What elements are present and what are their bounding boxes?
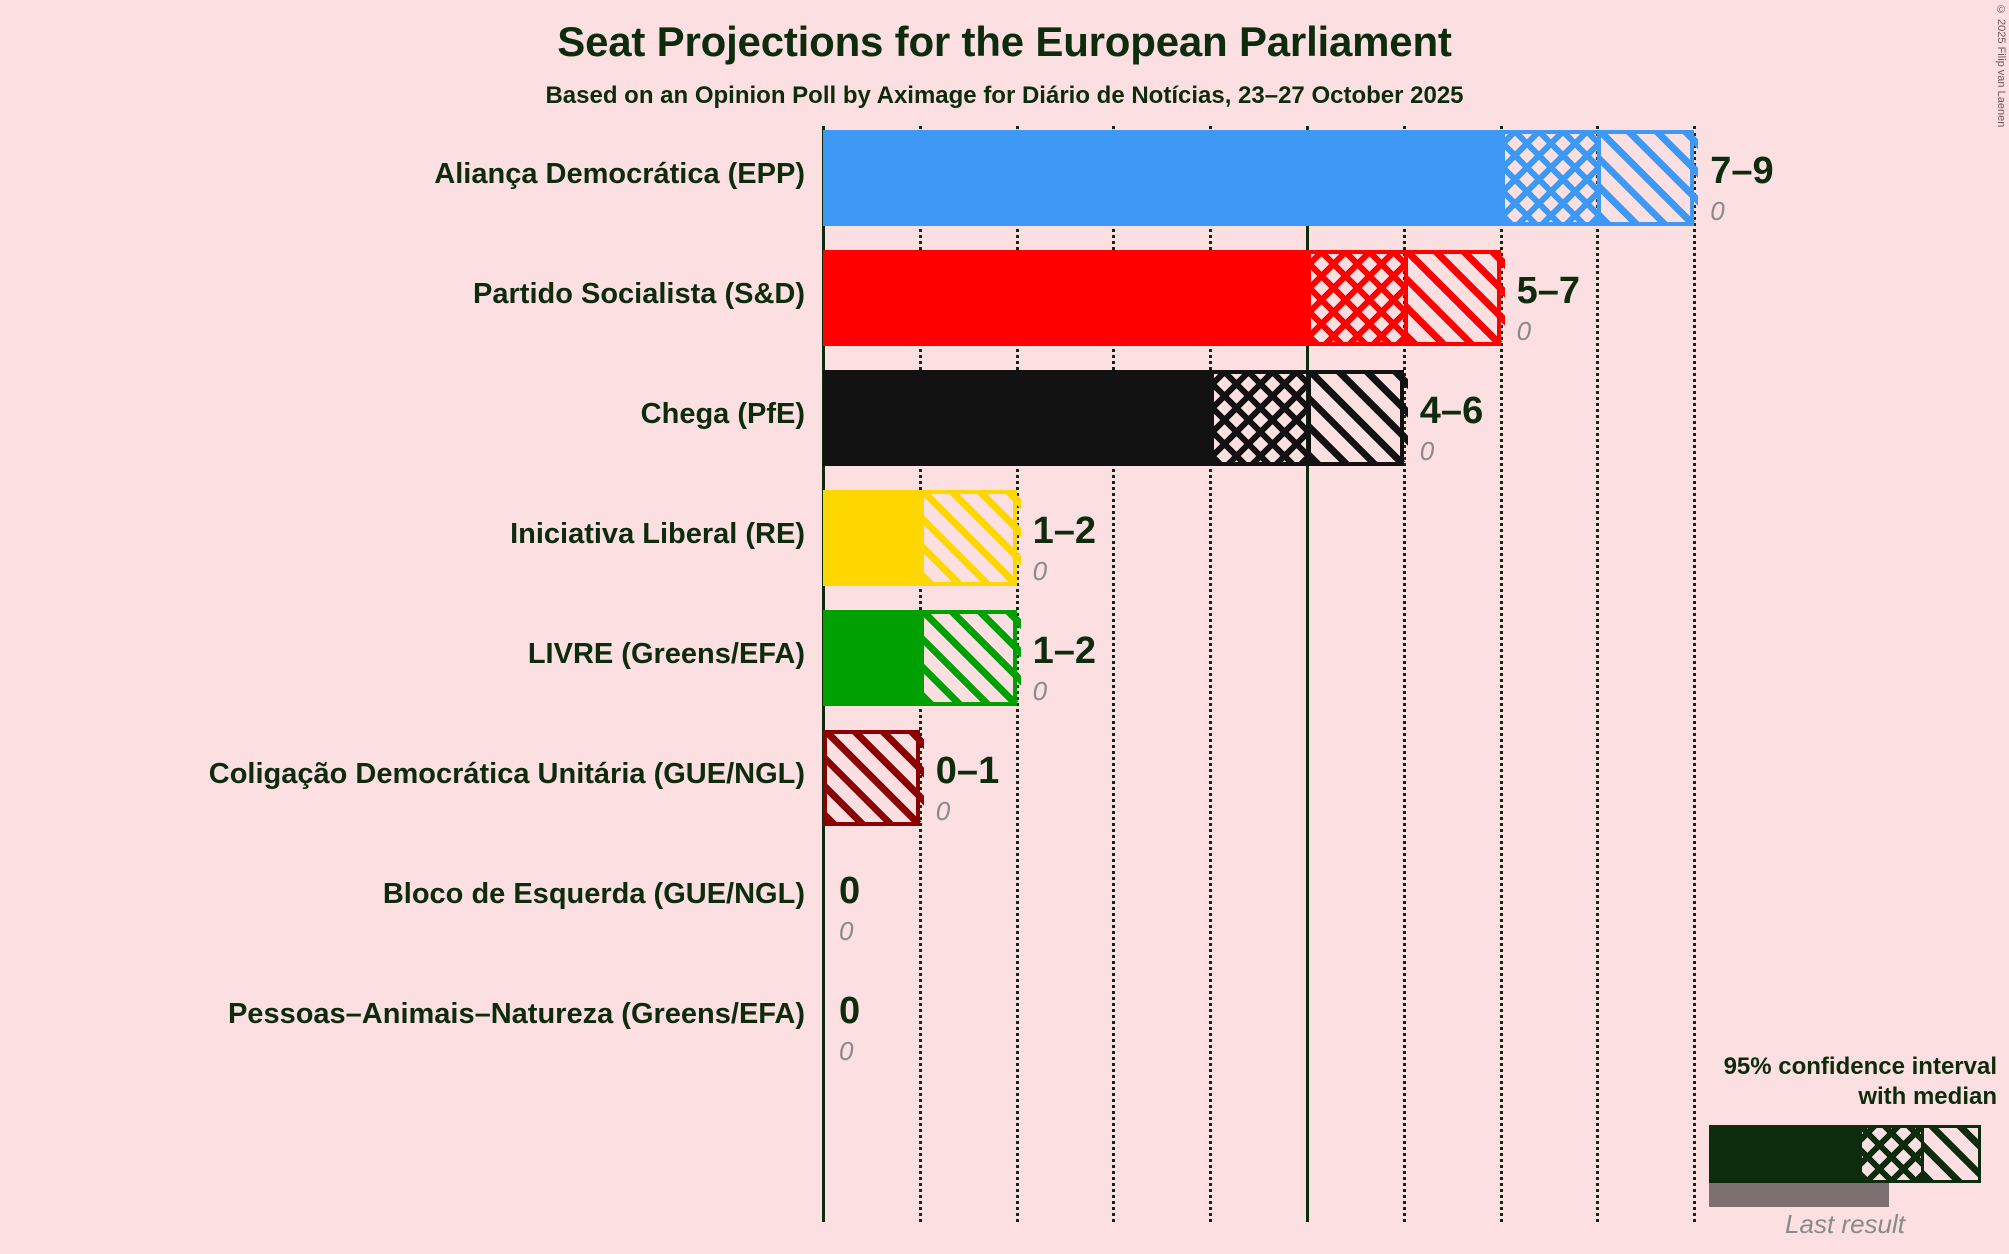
bar-segment-solid xyxy=(827,374,1215,462)
seat-range-label: 0–1 xyxy=(935,750,1000,792)
party-label: Aliança Democrática (EPP) xyxy=(434,158,805,190)
bar-segment-solid xyxy=(827,134,1505,222)
legend-confidence-bar xyxy=(1709,1125,1981,1183)
confidence-bar xyxy=(823,370,1408,466)
legend-last-result-bar xyxy=(1709,1183,1889,1207)
last-result-label: 0 xyxy=(839,1036,854,1066)
bar-segment-diagonal xyxy=(923,614,1021,702)
party-label: Bloco de Esquerda (GUE/NGL) xyxy=(382,878,805,910)
copyright-notice: © 2025 Filip van Laenen xyxy=(1995,4,2007,128)
bar-segment-diagonal xyxy=(923,494,1021,582)
seat-range-label: 1–2 xyxy=(1032,510,1096,552)
chart-subtitle: Based on an Opinion Poll by Aximage for … xyxy=(545,82,1464,109)
last-result-label: 0 xyxy=(1032,676,1048,706)
seat-range-label: 4–6 xyxy=(1419,390,1484,432)
last-result-label: 0 xyxy=(1419,436,1435,466)
bar-row: Chega (PfE) 4–6 0 xyxy=(0,370,2009,466)
bar-segment-crosshatch xyxy=(1311,254,1408,342)
confidence-bar xyxy=(823,250,1505,346)
seat-range-label: 0 xyxy=(839,990,861,1032)
bar-row: Iniciativa Liberal (RE) 1–2 0 xyxy=(0,490,2009,586)
bar-row: Partido Socialista (S&D) 5–7 0 xyxy=(0,250,2009,346)
last-result-label: 0 xyxy=(1516,316,1532,346)
gridline-7 xyxy=(1499,126,1503,1222)
gridline-8 xyxy=(1596,126,1600,1222)
seat-range-label: 0 xyxy=(839,870,861,912)
confidence-bar xyxy=(823,490,1021,586)
legend-line-2: with median xyxy=(1858,1083,1997,1111)
bar-row: Bloco de Esquerda (GUE/NGL) 0 0 xyxy=(0,850,2009,946)
legend-segment-diagonal xyxy=(1924,1128,1978,1180)
party-label: Partido Socialista (S&D) xyxy=(473,278,805,310)
plot-area: Aliança Democrática (EPP) 7–9 0 Partido Soc… xyxy=(0,126,2009,1222)
confidence-bar xyxy=(823,610,1021,706)
party-label: Coligação Democrática Unitária (GUE/NGL) xyxy=(208,758,805,790)
seat-range-label: 1–2 xyxy=(1032,630,1096,672)
confidence-bar xyxy=(823,730,924,826)
gridline-5 xyxy=(1306,126,1309,1222)
legend-segment-crosshatch xyxy=(1862,1128,1924,1180)
confidence-bar xyxy=(823,130,1699,226)
last-result-label: 0 xyxy=(839,916,854,946)
party-label: LIVRE (Greens/EFA) xyxy=(527,638,805,670)
legend: 95% confidence interval with median Last… xyxy=(1577,1052,1997,1240)
bar-segment-diagonal xyxy=(1407,254,1505,342)
last-result-label: 0 xyxy=(1032,556,1048,586)
bar-row: Pessoas–Animais–Natureza (Greens/EFA) 0 0 xyxy=(0,970,2009,1066)
bar-segment-diagonal xyxy=(827,734,924,822)
bar-segment-diagonal xyxy=(1601,134,1699,222)
bar-row: LIVRE (Greens/EFA) 1–2 0 xyxy=(0,610,2009,706)
last-result-label: 0 xyxy=(935,796,951,826)
bar-segment-crosshatch xyxy=(1504,134,1602,222)
gridline-6 xyxy=(1402,126,1406,1222)
seat-range-label: 7–9 xyxy=(1710,150,1774,192)
chart-title: Seat Projections for the European Parlia… xyxy=(557,18,1452,65)
bar-segment-solid xyxy=(827,614,924,702)
party-label: Pessoas–Animais–Natureza (Greens/EFA) xyxy=(227,998,805,1030)
bar-row: Coligação Democrática Unitária (GUE/NGL)… xyxy=(0,730,2009,826)
gridline-4 xyxy=(1209,126,1213,1222)
legend-line-1: 95% confidence interval xyxy=(1723,1052,1997,1080)
bar-row: Aliança Democrática (EPP) 7–9 0 xyxy=(0,130,2009,226)
bar-segment-crosshatch xyxy=(1214,374,1311,462)
last-result-label: 0 xyxy=(1710,196,1725,226)
party-label: Iniciativa Liberal (RE) xyxy=(510,518,805,550)
seat-range-label: 5–7 xyxy=(1516,270,1580,312)
gridline-3 xyxy=(1112,126,1116,1222)
bar-segment-solid xyxy=(827,254,1311,342)
gridline-9 xyxy=(1693,126,1697,1222)
bar-segment-solid xyxy=(827,494,924,582)
bar-segment-diagonal xyxy=(1311,374,1408,462)
legend-last-result-label: Last result xyxy=(1785,1209,1905,1239)
legend-segment-solid xyxy=(1712,1128,1862,1180)
party-label: Chega (PfE) xyxy=(640,398,805,430)
